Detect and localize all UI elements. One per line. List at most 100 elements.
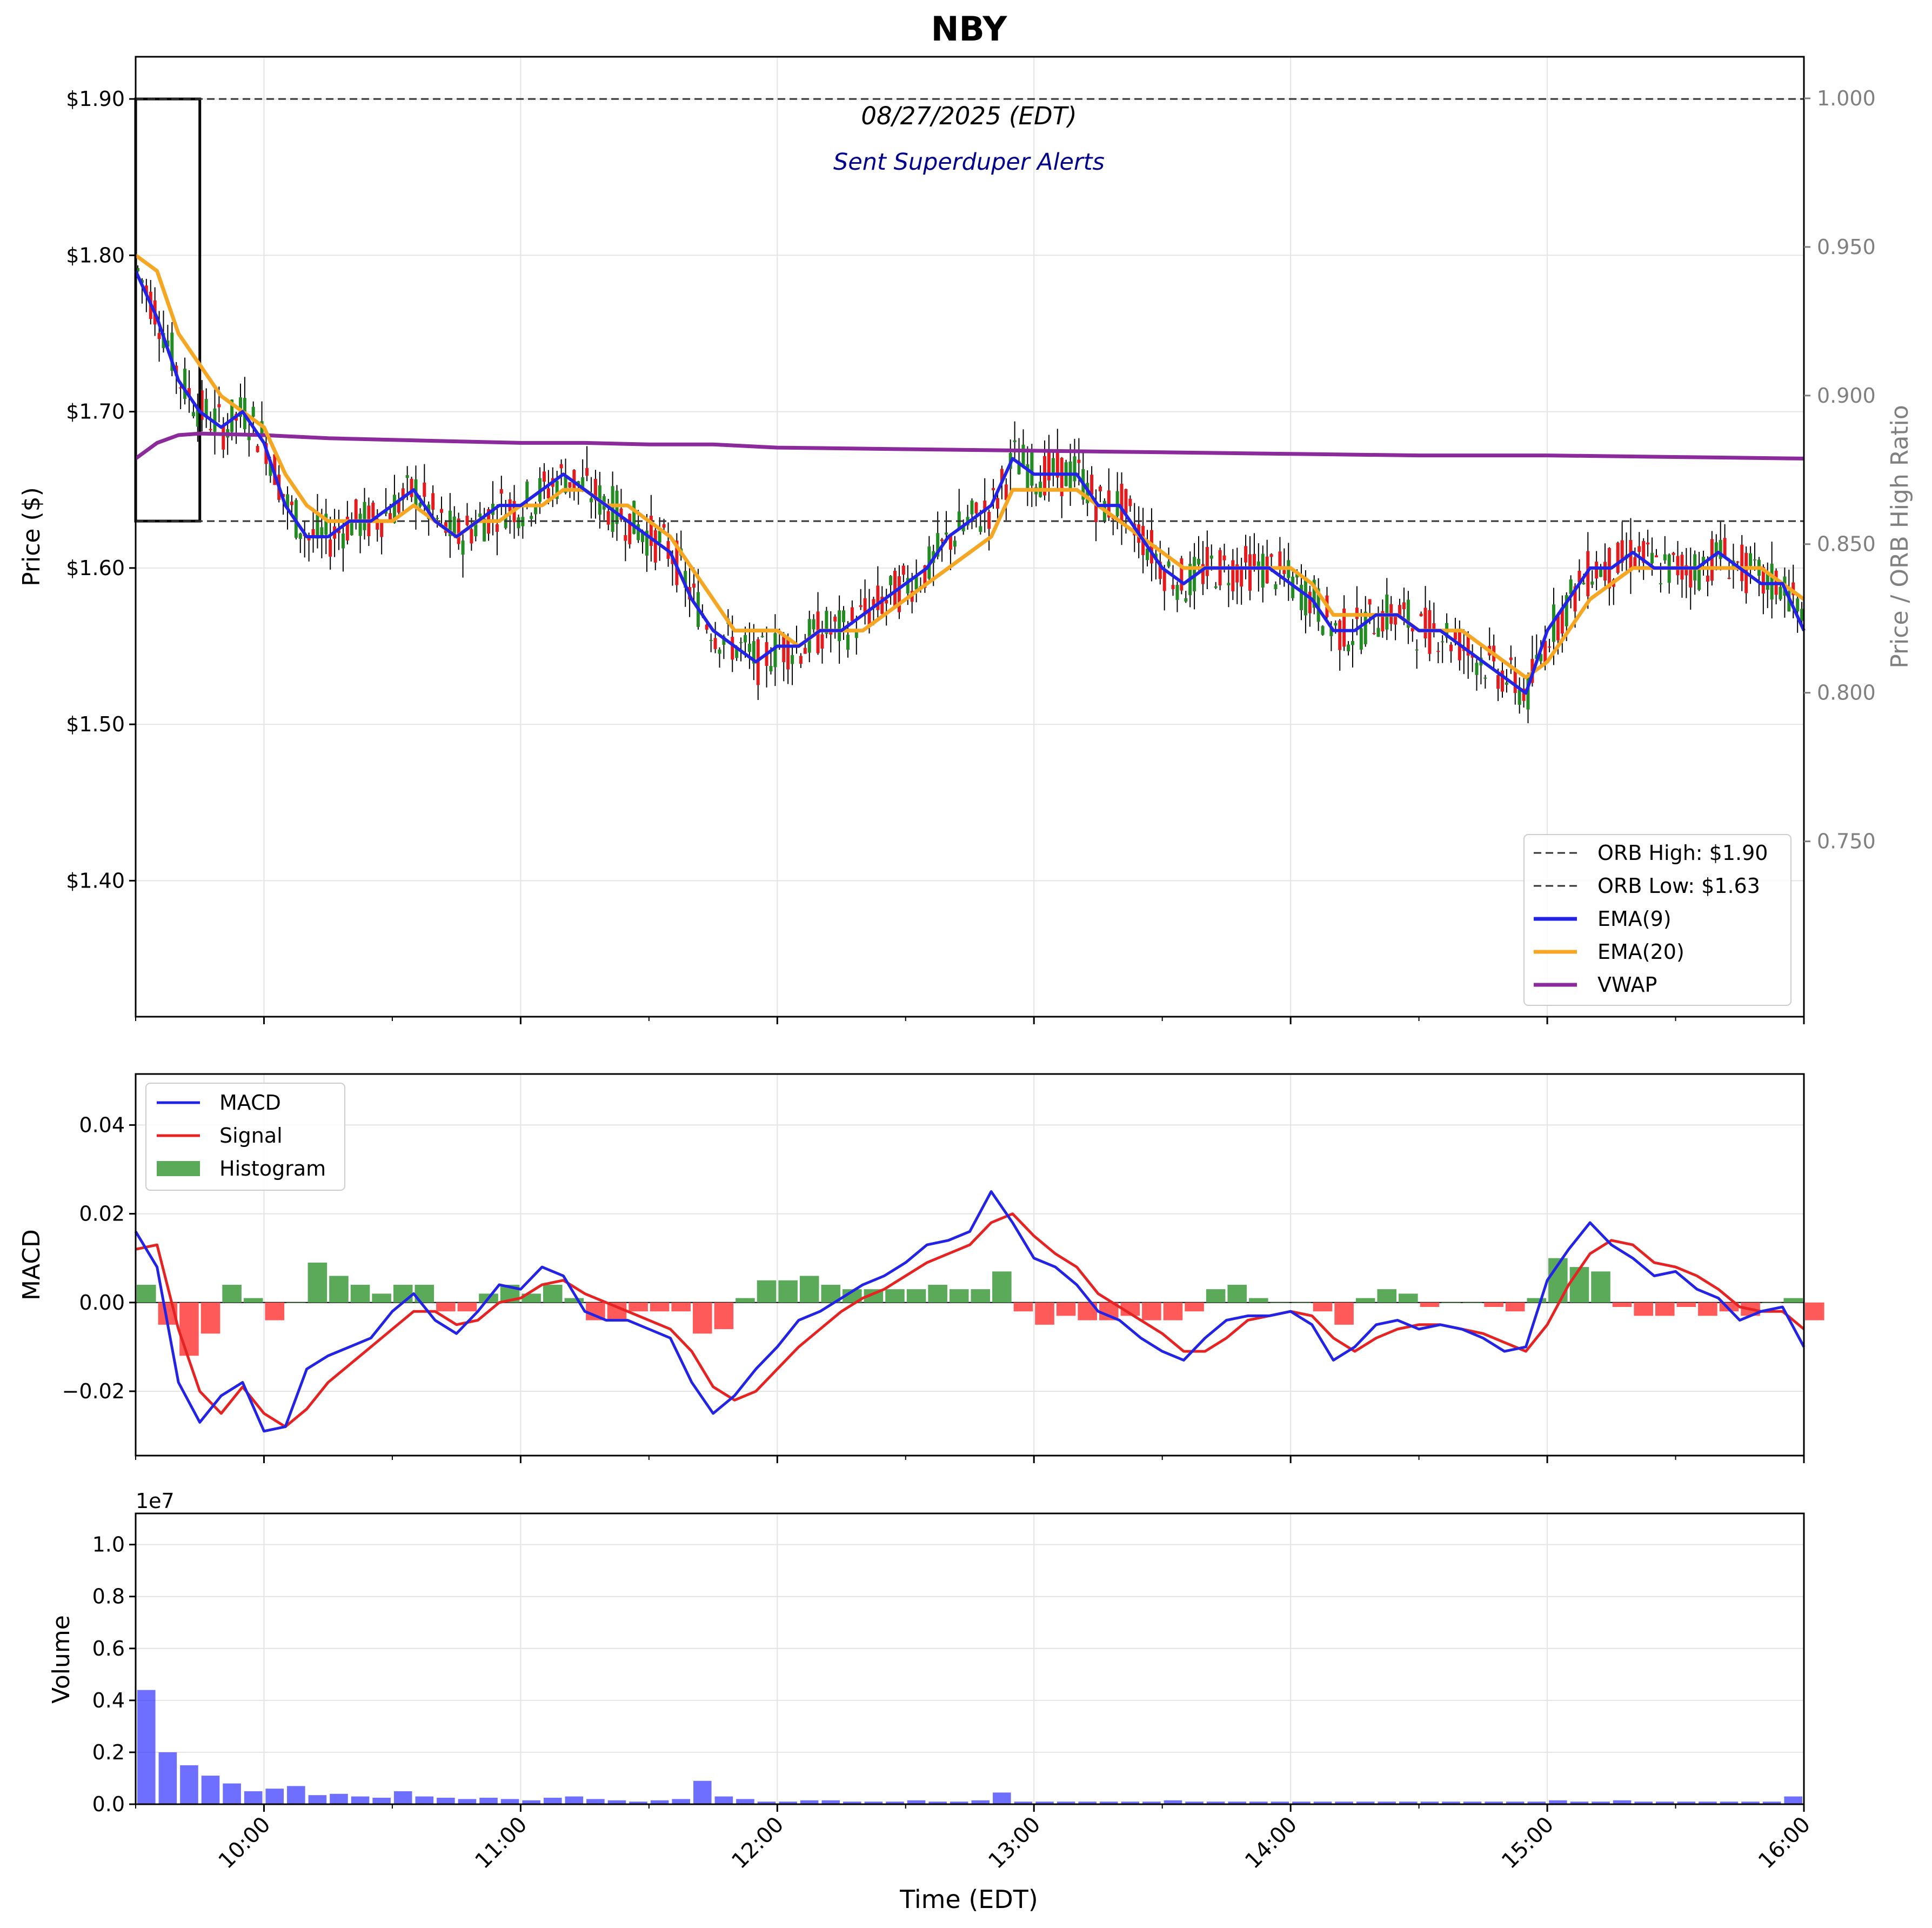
candle-body <box>653 530 657 563</box>
volume-bar <box>629 1802 647 1804</box>
candle-body <box>637 524 640 541</box>
candle-body <box>209 429 212 431</box>
histogram-bar <box>1527 1298 1547 1303</box>
candle-body <box>191 412 195 417</box>
candle-body <box>1543 641 1547 663</box>
candle-body <box>144 285 148 294</box>
candle-body <box>936 533 940 557</box>
candle-body <box>418 503 422 507</box>
candle-body <box>329 539 332 557</box>
macd-legend: MACD Signal Histogram <box>145 1083 345 1191</box>
candle-body <box>1654 555 1658 558</box>
histogram-bar <box>778 1280 798 1303</box>
candle-body <box>838 610 841 642</box>
ratio-tick-label: 1.000 <box>1817 86 1876 110</box>
candle-body <box>974 502 978 513</box>
candle-body <box>572 470 576 489</box>
histogram-bar <box>372 1293 391 1303</box>
histogram-bar <box>693 1302 712 1334</box>
candle-body <box>1406 599 1410 628</box>
histogram-bar <box>1569 1267 1589 1303</box>
candle-body <box>1663 554 1667 561</box>
candle-body <box>1394 615 1398 625</box>
candle-body <box>345 517 349 541</box>
candle-body <box>1620 540 1624 563</box>
candle-body <box>1381 611 1385 632</box>
volume-bar <box>950 1802 968 1804</box>
volume-bar <box>1121 1802 1140 1804</box>
candle-body <box>820 634 824 649</box>
price-y-axis: $1.40 $1.50 $1.60 $1.70 $1.80 $1.90 <box>66 87 136 892</box>
candle-body <box>901 565 905 575</box>
candle-body <box>1158 562 1162 579</box>
macd-plot-frame <box>135 1073 1805 1457</box>
volume-bar <box>137 1690 156 1804</box>
volume-bar <box>821 1800 840 1804</box>
candle-body <box>1740 544 1744 582</box>
candle-body <box>1398 605 1402 618</box>
candle-body <box>478 513 482 517</box>
candle-body <box>217 404 221 408</box>
volume-bar <box>351 1796 370 1804</box>
candle-body <box>833 616 837 622</box>
candle-body <box>499 489 503 494</box>
volume-bar <box>180 1765 198 1804</box>
candle-body <box>1248 554 1252 591</box>
candle-body <box>196 409 199 427</box>
candle-body <box>1672 552 1675 555</box>
candle-body <box>358 513 362 536</box>
histogram-bar <box>1698 1302 1717 1316</box>
candle-body <box>1753 559 1757 561</box>
candle-body <box>1299 584 1303 610</box>
candle-body <box>1595 562 1599 579</box>
candle-body <box>705 624 708 630</box>
volume-bar <box>1249 1802 1268 1804</box>
candle-body <box>1338 620 1342 650</box>
volume-bar <box>287 1786 305 1804</box>
volume-bar <box>330 1793 348 1804</box>
price-tick-label: $1.60 <box>66 556 125 580</box>
volume-bar <box>971 1800 990 1804</box>
price-tick-label: $1.50 <box>66 712 125 736</box>
candle-body <box>1184 598 1188 602</box>
candle-body <box>1736 561 1740 563</box>
volume-y-axis: 0.0 0.2 0.4 0.6 0.8 1.0 <box>92 1533 136 1816</box>
candle-body <box>1505 682 1508 685</box>
candle-body <box>593 478 597 501</box>
candle-body <box>1501 670 1505 692</box>
volume-bar <box>1335 1802 1353 1804</box>
candle-body <box>1590 581 1594 585</box>
candle-body <box>1419 613 1423 616</box>
volume-bar <box>1634 1802 1653 1804</box>
volume-tick-label: 0.0 <box>92 1792 125 1816</box>
volume-bar <box>650 1800 669 1804</box>
candle-body <box>546 488 550 499</box>
legend-swatch-hist <box>157 1161 200 1176</box>
volume-bar <box>993 1792 1011 1804</box>
histogram-bar <box>1035 1302 1054 1325</box>
candle-body <box>166 340 170 347</box>
volume-bar <box>907 1800 926 1804</box>
candle-body <box>880 596 884 614</box>
candle-body <box>1796 598 1800 612</box>
histogram-bar <box>1227 1284 1247 1303</box>
histogram-bar <box>329 1276 349 1303</box>
candle-body <box>222 424 225 450</box>
candle-body <box>1449 644 1453 651</box>
volume-bar <box>1399 1802 1418 1804</box>
candle-body <box>1603 562 1607 581</box>
volume-bar <box>1292 1802 1311 1804</box>
volume-bar <box>308 1795 327 1804</box>
candle-body <box>1569 579 1573 595</box>
candle-body <box>350 519 353 536</box>
histogram-bar <box>265 1302 285 1320</box>
candle-body <box>1714 542 1718 557</box>
volume-plot-frame <box>135 1512 1805 1805</box>
candle-body <box>782 635 786 662</box>
candle-body <box>363 502 366 530</box>
volume-tick-label: 0.4 <box>92 1689 125 1712</box>
candle-body <box>662 524 666 528</box>
candle-body <box>731 637 734 660</box>
candle-body <box>1278 551 1282 568</box>
volume-bar <box>1570 1802 1589 1804</box>
